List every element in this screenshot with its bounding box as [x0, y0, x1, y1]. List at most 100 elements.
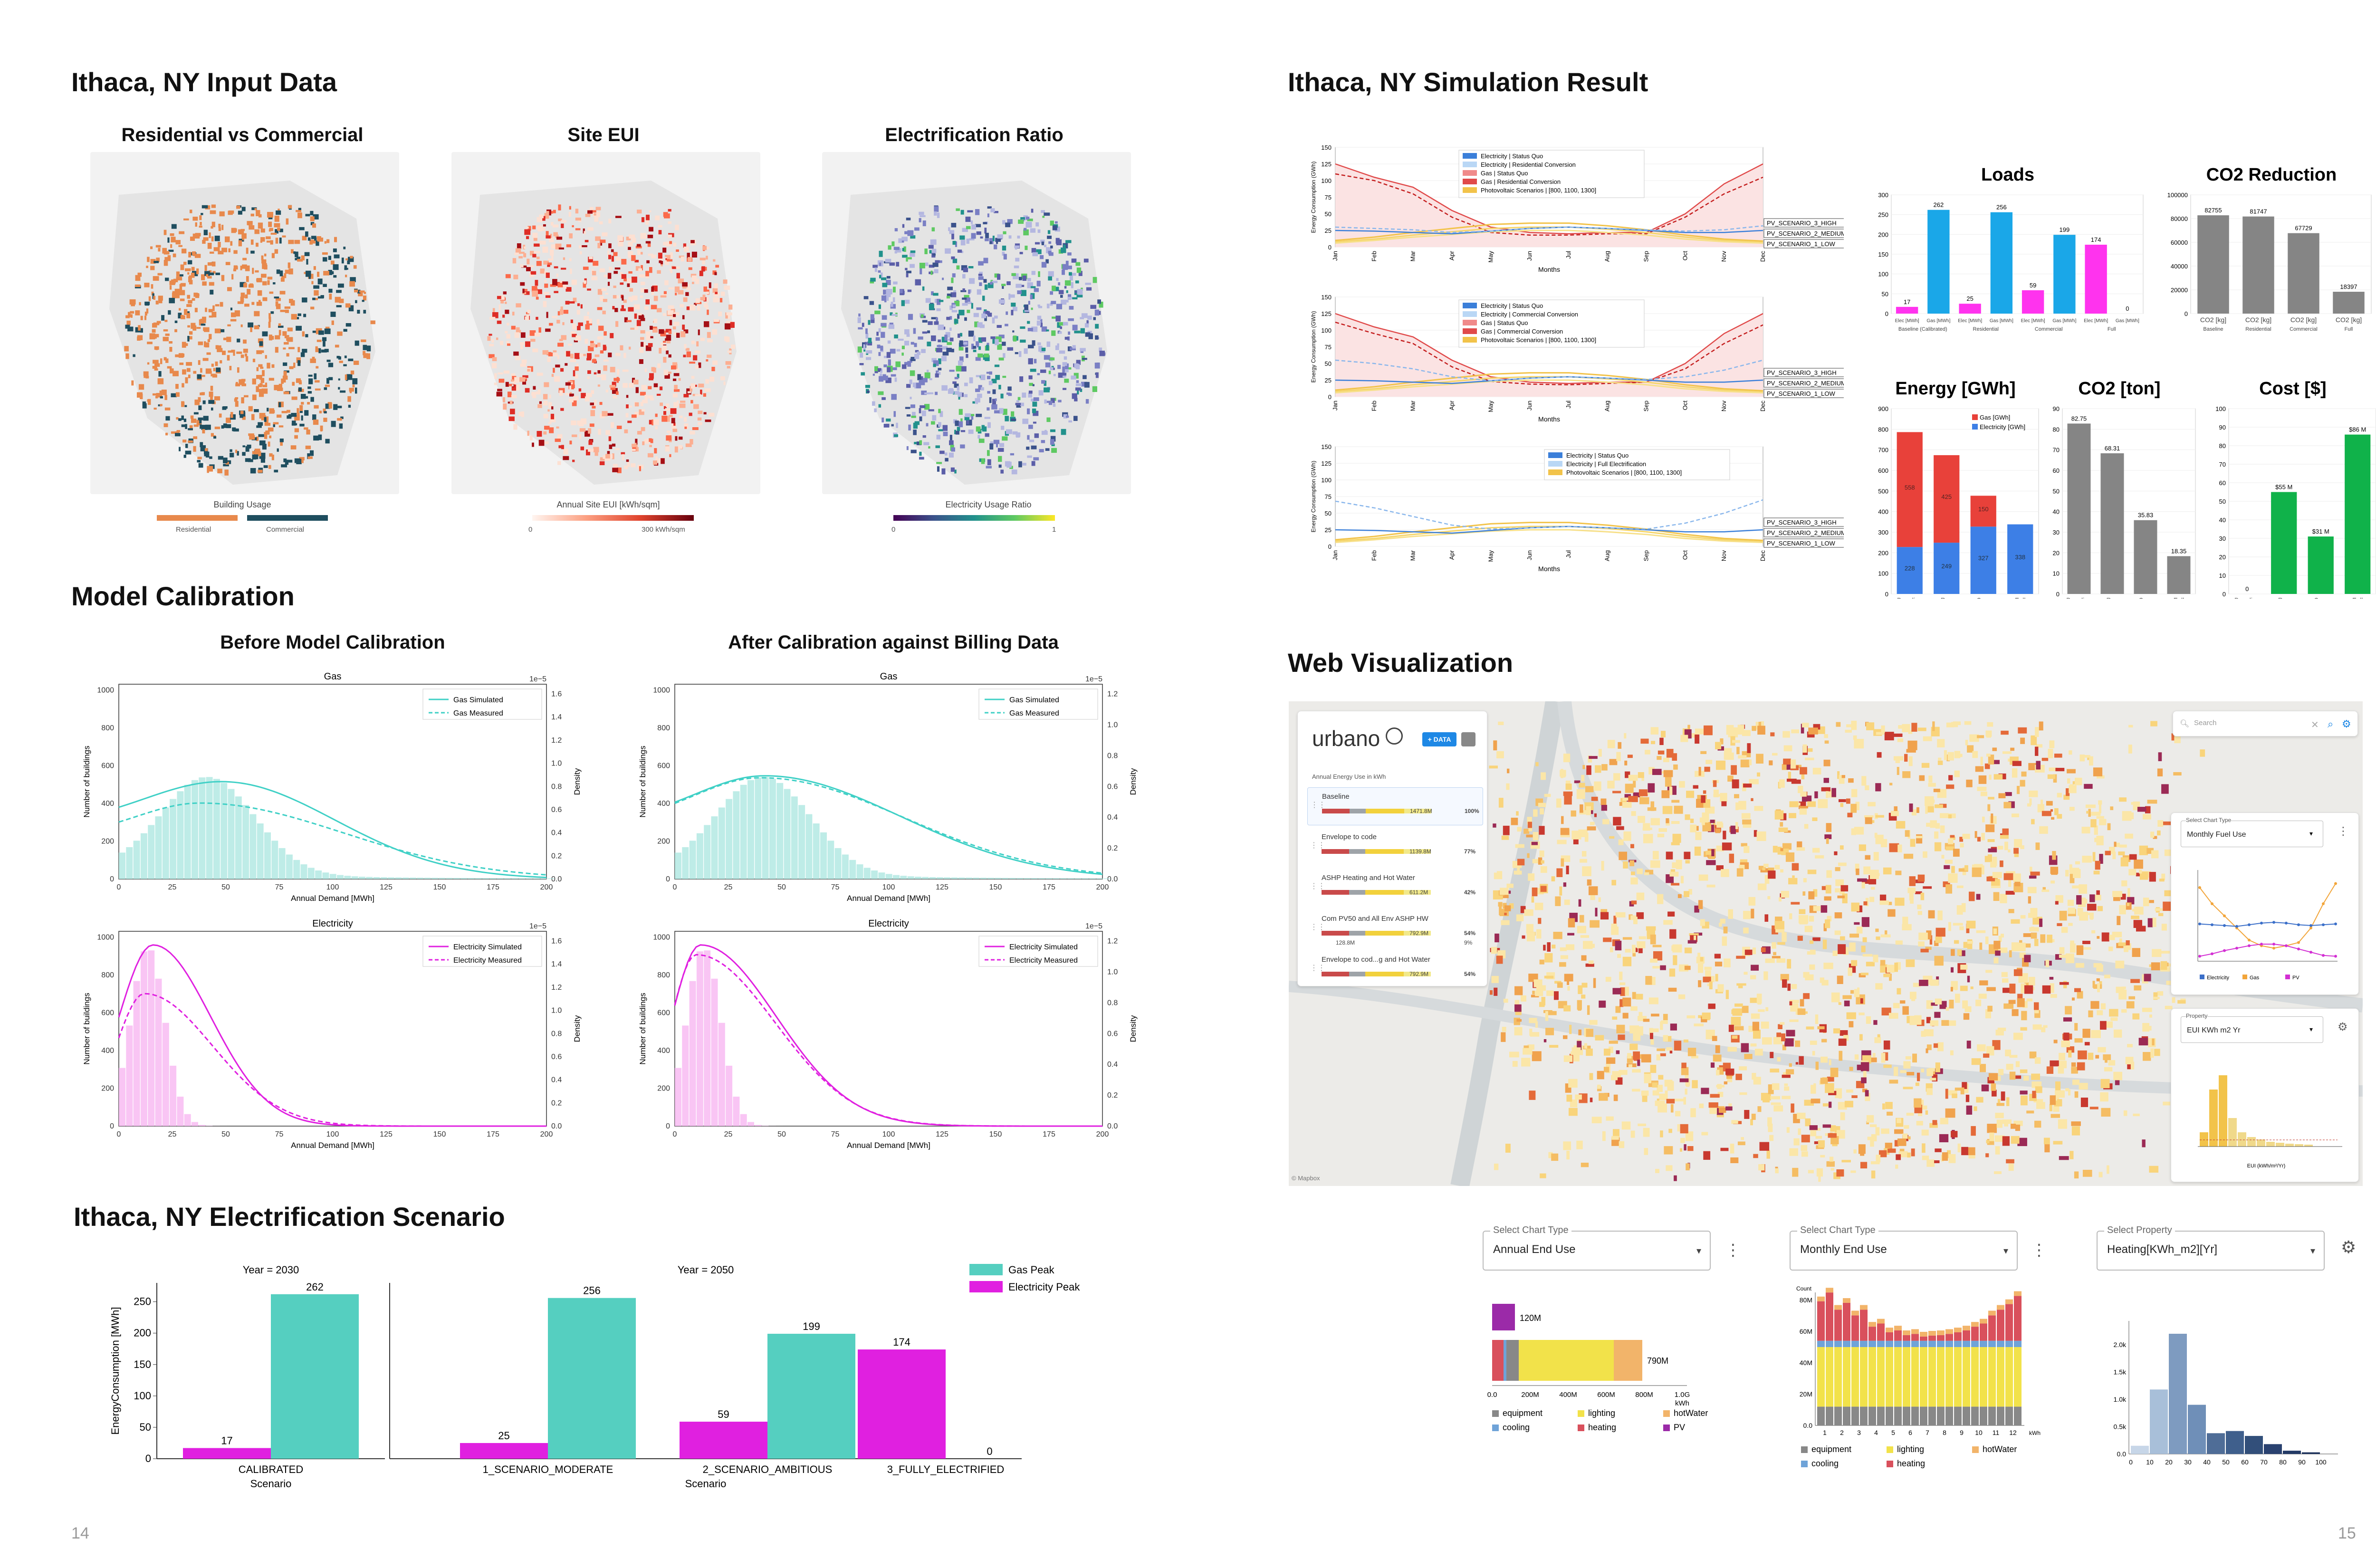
map-building: [2107, 823, 2111, 831]
map-building: [2091, 930, 2096, 934]
map-building: [1874, 832, 1878, 838]
building: [279, 438, 284, 442]
building: [707, 332, 711, 338]
building: [170, 244, 172, 248]
building: [881, 332, 885, 338]
map-building: [1545, 1011, 1549, 1021]
map-electrification-ratio: [822, 152, 1131, 494]
line-legend-swatch: [1463, 187, 1477, 193]
building: [1060, 247, 1066, 253]
building: [858, 327, 863, 330]
building: [640, 317, 645, 321]
building: [363, 353, 368, 358]
building: [174, 329, 177, 333]
map-building: [1966, 1041, 1971, 1049]
map-building: [1950, 836, 1955, 840]
building: [914, 421, 920, 425]
building: [1077, 289, 1083, 295]
map-building: [1792, 875, 1795, 878]
building: [958, 392, 962, 397]
map-building: [1807, 748, 1813, 752]
building: [529, 435, 533, 440]
map-building: [1658, 828, 1667, 832]
map-building: [1851, 789, 1858, 797]
building: [279, 237, 282, 244]
building: [323, 284, 327, 287]
web-map-view[interactable]: urbano + DATA Annual Energy Use in kWh ⋮…: [1289, 701, 2363, 1186]
building: [971, 344, 974, 349]
map-building: [1893, 1003, 1900, 1008]
building: [1080, 317, 1084, 319]
y-tick: 90: [2219, 424, 2226, 431]
building: [522, 379, 527, 385]
map-building: [1911, 809, 1916, 816]
building: [636, 244, 641, 247]
building: [711, 366, 715, 372]
map-building: [2139, 871, 2148, 880]
building: [906, 270, 911, 274]
building: [678, 290, 684, 295]
map-building: [1861, 946, 1866, 953]
building: [312, 297, 316, 300]
map-building: [1985, 1153, 1989, 1157]
map-building: [2088, 1010, 2093, 1017]
legend-label: Electricity [GWh]: [1980, 423, 2025, 430]
map-building: [1751, 1113, 1756, 1120]
hist-bar: [424, 878, 431, 879]
building: [726, 321, 732, 325]
legend-title-ratio: Electricity Usage Ratio: [945, 500, 1032, 509]
building: [933, 293, 939, 296]
building: [254, 409, 259, 412]
building: [714, 283, 718, 288]
building: [275, 335, 280, 340]
map-building: [1735, 802, 1739, 811]
building: [624, 317, 628, 323]
map-building: [1885, 1142, 1893, 1149]
building: [304, 252, 310, 256]
pv-line: [1335, 222, 1763, 242]
bar-value: 0: [2245, 585, 2249, 593]
building: [1041, 380, 1045, 384]
map-building: [1644, 1148, 1648, 1155]
building: [334, 237, 337, 242]
line-legend-swatch: [1548, 452, 1562, 458]
building: [1031, 398, 1035, 402]
building: [644, 394, 648, 400]
building: [924, 372, 930, 379]
building: [589, 318, 592, 324]
pv-label: PV_SCENARIO_3_HIGH: [1767, 369, 1837, 376]
y-tick: 0: [2056, 591, 2060, 598]
building: [596, 211, 601, 217]
map-title-eui: Site EUI: [567, 124, 640, 145]
y-tick: 10: [2219, 572, 2226, 579]
bar-electricity: [183, 1448, 271, 1459]
building: [207, 276, 212, 279]
hist-bar: [863, 868, 871, 879]
building: [898, 238, 902, 243]
building: [227, 287, 232, 291]
building: [191, 418, 197, 423]
map-building: [2017, 994, 2023, 1000]
map-building: [2013, 1120, 2023, 1126]
map-building: [1530, 1032, 1540, 1037]
building: [312, 330, 317, 333]
map-building: [2068, 923, 2073, 926]
building: [1018, 461, 1022, 468]
map-building: [1782, 1044, 1786, 1051]
map-building: [1629, 1043, 1638, 1050]
building: [1030, 286, 1036, 288]
map-building: [1787, 959, 1792, 969]
map-building: [2053, 1141, 2063, 1145]
hist-bar: [1067, 878, 1074, 879]
map-building: [2171, 733, 2175, 741]
x-tick: 75: [831, 1130, 840, 1138]
building: [307, 453, 310, 459]
hist-bar: [271, 841, 278, 879]
map-building: [2112, 851, 2116, 860]
map-building: [2103, 1054, 2111, 1061]
hist-bar: [987, 878, 994, 879]
building: [364, 292, 366, 294]
building: [179, 284, 182, 290]
building: [261, 274, 267, 278]
hist-bar: [966, 877, 972, 879]
